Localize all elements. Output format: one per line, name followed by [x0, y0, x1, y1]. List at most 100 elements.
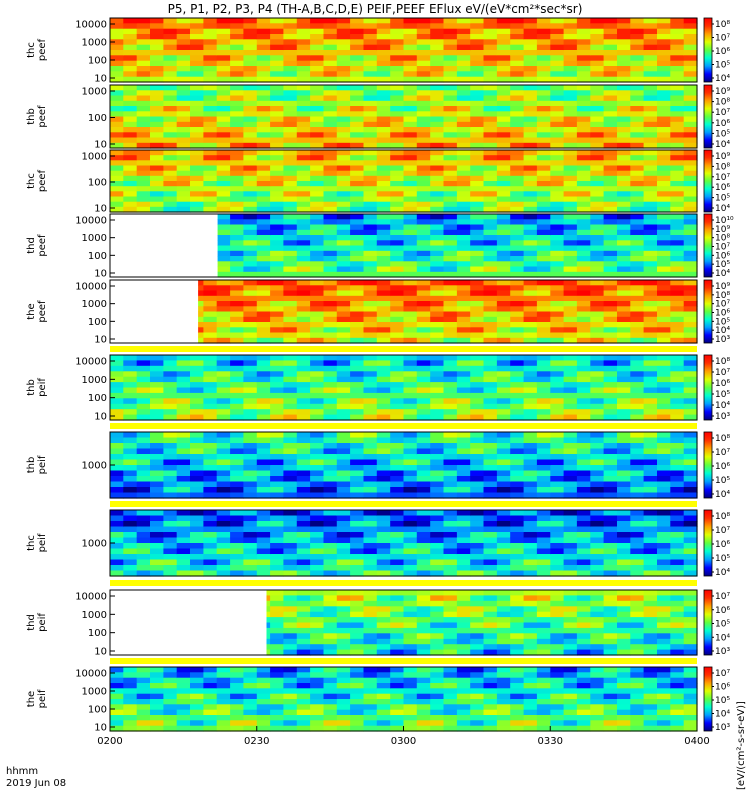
heat-cell	[230, 85, 244, 91]
heat-cell	[363, 627, 378, 634]
heat-cell	[336, 365, 351, 372]
heat-cell	[536, 611, 551, 618]
heat-cell	[483, 28, 498, 35]
heat-cell	[470, 121, 485, 128]
heat-cell	[336, 376, 351, 383]
heat-cell	[283, 90, 298, 97]
heat-cell	[176, 693, 191, 700]
heat-cell	[510, 235, 525, 241]
heat-cell	[390, 60, 405, 67]
heat-cell	[630, 34, 645, 40]
heat-cell	[470, 454, 485, 461]
heat-cell	[590, 301, 605, 307]
heat-cell	[443, 191, 458, 198]
heat-cell	[296, 548, 311, 555]
heat-cell	[576, 590, 591, 596]
heat-cell	[536, 160, 551, 167]
heat-cell	[683, 290, 698, 297]
heat-cell	[283, 219, 298, 226]
heat-cell	[266, 627, 271, 634]
heat-cell	[670, 454, 685, 461]
heat-cell	[483, 476, 498, 483]
heat-cell	[430, 106, 445, 112]
heat-cell	[296, 250, 311, 257]
heat-cell	[190, 376, 204, 383]
heat-cell	[630, 526, 645, 533]
heat-cell	[270, 306, 284, 313]
heat-cell	[683, 521, 698, 528]
heat-cell	[590, 443, 605, 450]
heat-cell	[176, 414, 191, 421]
heat-cell	[456, 60, 471, 67]
heat-cell	[256, 301, 271, 307]
heat-cell	[483, 132, 498, 139]
heat-cell	[510, 55, 525, 62]
heat-cell	[430, 256, 445, 262]
heat-cell	[643, 206, 658, 213]
heat-cell	[283, 55, 298, 62]
heat-cell	[110, 392, 124, 399]
heat-cell	[243, 465, 258, 472]
heat-cell	[136, 39, 151, 46]
heat-cell	[216, 165, 231, 172]
heat-cell	[216, 725, 231, 732]
heat-cell	[643, 510, 658, 517]
heat-cell	[270, 55, 284, 62]
heat-cell	[483, 327, 498, 334]
heat-cell	[510, 170, 525, 177]
heat-cell	[536, 548, 551, 555]
heat-cell	[643, 606, 658, 613]
heat-cell	[350, 649, 364, 656]
heat-cell	[363, 606, 378, 613]
heat-cell	[470, 376, 485, 383]
heat-cell	[430, 382, 445, 389]
heat-cell	[176, 66, 191, 72]
heat-cell	[176, 181, 191, 187]
heat-cell	[496, 617, 511, 624]
heat-cell	[350, 23, 364, 30]
heat-cell	[296, 235, 311, 241]
colorbar-tick-label: 10⁶	[715, 251, 730, 261]
heat-cell	[296, 175, 311, 182]
heat-cell	[456, 720, 471, 727]
heat-cell	[670, 150, 685, 156]
heat-cell	[443, 18, 458, 24]
heat-cell	[216, 704, 231, 711]
heat-cell	[323, 595, 338, 602]
heat-cell	[110, 720, 124, 727]
heat-cell	[310, 565, 324, 572]
heat-cell	[643, 627, 658, 634]
heat-cell	[483, 60, 498, 67]
heat-cell	[430, 175, 445, 182]
heat-cell	[496, 327, 511, 334]
heat-cell	[403, 638, 418, 645]
heat-cell	[576, 510, 591, 517]
heat-cell	[483, 106, 498, 112]
heat-cell	[296, 448, 311, 455]
heat-cell	[150, 432, 164, 439]
heat-cell	[456, 627, 471, 634]
heat-cell	[163, 28, 178, 35]
heat-cell	[563, 649, 578, 656]
heat-cell	[136, 521, 151, 528]
heat-cell	[550, 23, 565, 30]
heat-cell	[363, 316, 378, 323]
colorbar-tick-label: 10⁸	[715, 357, 730, 367]
colorbar-tick-label: 10⁷	[715, 34, 730, 44]
heat-cell	[456, 44, 471, 51]
heat-cell	[336, 526, 351, 533]
heat-cell	[630, 392, 645, 399]
heat-cell	[216, 537, 231, 544]
heat-cell	[416, 235, 431, 241]
heat-cell	[576, 570, 591, 577]
heat-cell	[563, 50, 578, 56]
heat-cell	[190, 492, 204, 499]
colorbar-tick-label: 10⁶	[715, 183, 730, 193]
heat-cell	[136, 34, 151, 40]
heat-cell	[603, 206, 618, 213]
heat-cell	[657, 206, 671, 213]
heat-cell	[256, 18, 271, 24]
heat-cell	[456, 570, 471, 577]
heat-cell	[483, 261, 498, 268]
heat-cell	[296, 50, 311, 56]
